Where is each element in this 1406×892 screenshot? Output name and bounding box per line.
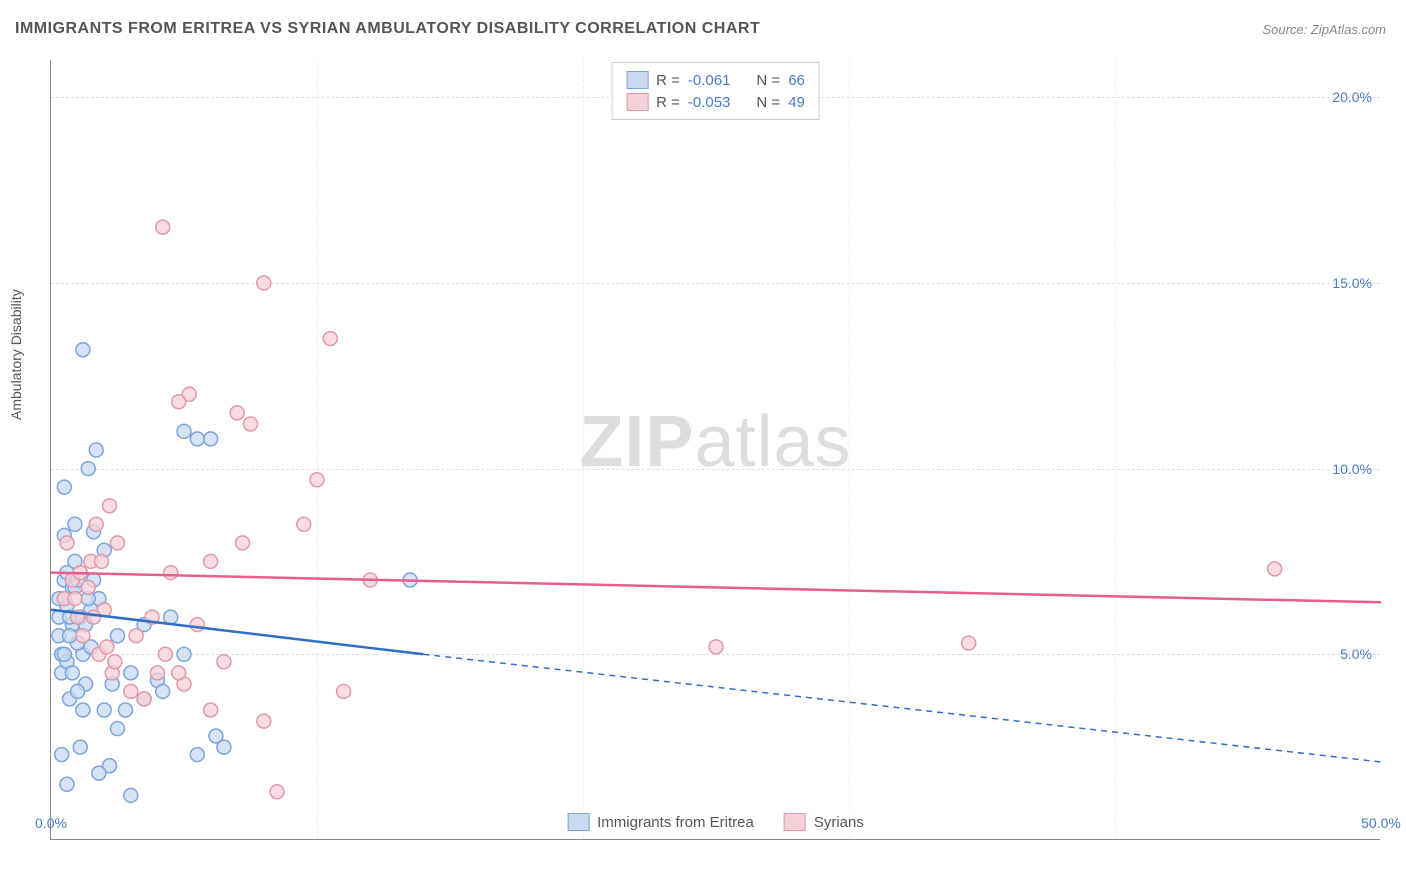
r-label: R = [656, 72, 680, 89]
r-label: R = [656, 94, 680, 111]
correlation-legend: R = -0.061 N = 66 R = -0.053 N = 49 [611, 62, 820, 120]
r-value-eritrea: -0.061 [688, 72, 731, 89]
swatch-eritrea [626, 71, 648, 89]
y-axis-label: Ambulatory Disability [8, 289, 24, 420]
swatch-syrians [784, 813, 806, 831]
legend-label-eritrea: Immigrants from Eritrea [597, 814, 754, 831]
swatch-syrians [626, 93, 648, 111]
legend-label-syrians: Syrians [814, 814, 864, 831]
chart-title: IMMIGRANTS FROM ERITREA VS SYRIAN AMBULA… [15, 20, 760, 38]
n-label: N = [756, 94, 780, 111]
legend-row-eritrea: R = -0.061 N = 66 [626, 69, 805, 91]
n-value-syrians: 49 [788, 94, 805, 111]
series-legend: Immigrants from Eritrea Syrians [559, 811, 872, 833]
chart-plot-area: ZIPatlas R = -0.061 N = 66 R = -0.053 N … [50, 60, 1380, 840]
swatch-eritrea [567, 813, 589, 831]
n-value-eritrea: 66 [788, 72, 805, 89]
scatter-svg [51, 60, 1380, 839]
legend-item-eritrea: Immigrants from Eritrea [567, 813, 754, 831]
legend-item-syrians: Syrians [784, 813, 864, 831]
source-attribution: Source: ZipAtlas.com [1262, 22, 1386, 37]
legend-row-syrians: R = -0.053 N = 49 [626, 91, 805, 113]
r-value-syrians: -0.053 [688, 94, 731, 111]
n-label: N = [756, 72, 780, 89]
